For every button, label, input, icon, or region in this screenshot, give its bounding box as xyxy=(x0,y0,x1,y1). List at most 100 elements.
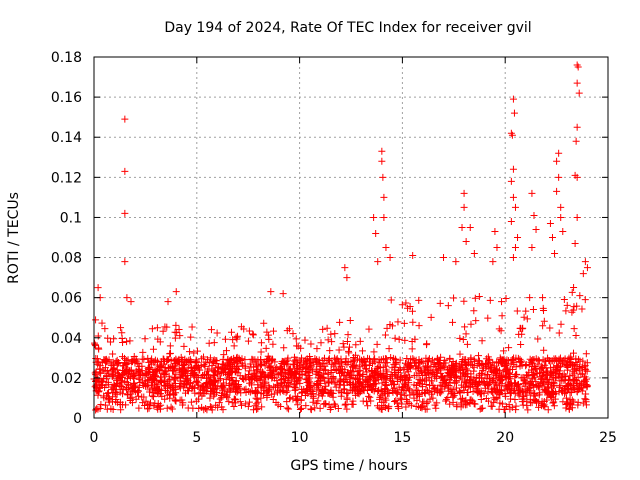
data-point xyxy=(164,356,172,364)
data-point xyxy=(178,396,186,404)
data-point xyxy=(463,340,471,348)
data-point xyxy=(325,390,333,398)
data-point xyxy=(162,386,170,394)
data-point xyxy=(555,173,563,181)
data-point xyxy=(403,361,411,369)
data-point xyxy=(472,317,480,325)
data-point xyxy=(505,401,513,409)
data-point xyxy=(573,385,581,393)
data-point xyxy=(123,338,131,346)
data-point xyxy=(359,372,367,380)
data-point xyxy=(112,386,120,394)
data-point xyxy=(91,339,99,347)
data-point xyxy=(575,89,583,97)
data-point xyxy=(245,367,253,375)
data-point xyxy=(150,375,158,383)
data-point xyxy=(116,398,124,406)
data-point xyxy=(460,189,468,197)
data-point xyxy=(394,403,402,411)
data-point xyxy=(172,397,180,405)
data-point xyxy=(325,355,333,363)
data-point xyxy=(155,402,163,410)
data-point xyxy=(327,330,335,338)
data-point xyxy=(94,375,102,383)
data-point xyxy=(548,234,556,241)
data-point xyxy=(513,371,521,379)
data-point xyxy=(466,400,474,408)
data-point xyxy=(128,393,136,401)
data-point xyxy=(171,334,179,342)
data-point xyxy=(453,401,461,409)
data-point xyxy=(414,402,422,410)
data-point xyxy=(440,254,448,262)
data-point xyxy=(197,362,205,370)
data-point xyxy=(293,395,301,403)
data-point xyxy=(277,371,285,379)
data-point xyxy=(341,401,349,409)
data-point xyxy=(445,387,453,395)
data-point xyxy=(478,337,486,345)
data-point xyxy=(149,345,157,353)
data-point xyxy=(121,258,129,266)
data-point xyxy=(362,365,370,373)
data-point xyxy=(365,392,373,400)
data-point xyxy=(124,375,132,383)
data-point xyxy=(415,322,423,330)
data-point xyxy=(511,203,519,211)
data-point xyxy=(456,334,464,342)
data-point xyxy=(199,389,207,397)
data-point xyxy=(322,400,330,408)
data-point xyxy=(149,368,157,376)
data-point xyxy=(452,372,460,380)
data-point xyxy=(166,342,174,350)
data-point xyxy=(513,382,521,390)
data-point xyxy=(133,389,141,397)
data-point xyxy=(511,244,519,252)
data-point xyxy=(204,383,212,391)
data-point xyxy=(138,393,146,401)
data-point xyxy=(396,394,404,402)
data-point xyxy=(247,379,255,387)
data-point xyxy=(437,389,445,397)
data-point xyxy=(459,336,467,344)
y-tick-label: 0.08 xyxy=(51,251,82,267)
data-point xyxy=(307,340,315,348)
data-point xyxy=(573,123,581,131)
data-point xyxy=(301,336,309,344)
data-point xyxy=(317,339,325,347)
data-point xyxy=(205,365,213,373)
data-point xyxy=(579,399,587,407)
data-point xyxy=(251,390,259,398)
data-point xyxy=(493,381,501,389)
data-point xyxy=(116,372,124,380)
data-point xyxy=(477,395,485,403)
data-point xyxy=(302,367,310,375)
data-point xyxy=(211,377,219,385)
y-tick-label: 0.16 xyxy=(51,90,82,106)
data-point xyxy=(507,217,515,225)
data-point xyxy=(356,337,364,345)
data-point xyxy=(161,395,169,403)
data-point xyxy=(127,358,135,366)
data-point xyxy=(171,374,179,382)
data-point xyxy=(555,329,563,337)
data-point xyxy=(341,264,349,272)
data-point xyxy=(101,356,109,364)
data-point xyxy=(328,338,336,346)
data-point xyxy=(205,339,213,347)
data-point xyxy=(526,379,534,387)
data-point xyxy=(377,392,385,400)
data-point xyxy=(373,340,381,348)
data-point xyxy=(562,394,570,402)
plot-frame xyxy=(93,56,609,419)
data-point xyxy=(569,367,577,375)
data-point xyxy=(470,250,478,258)
data-point xyxy=(232,333,240,341)
data-point xyxy=(245,398,253,406)
data-point xyxy=(379,355,387,363)
data-point xyxy=(464,388,472,396)
data-point xyxy=(498,298,506,306)
data-point xyxy=(557,203,565,211)
data-point xyxy=(343,338,351,346)
data-point xyxy=(467,354,475,362)
